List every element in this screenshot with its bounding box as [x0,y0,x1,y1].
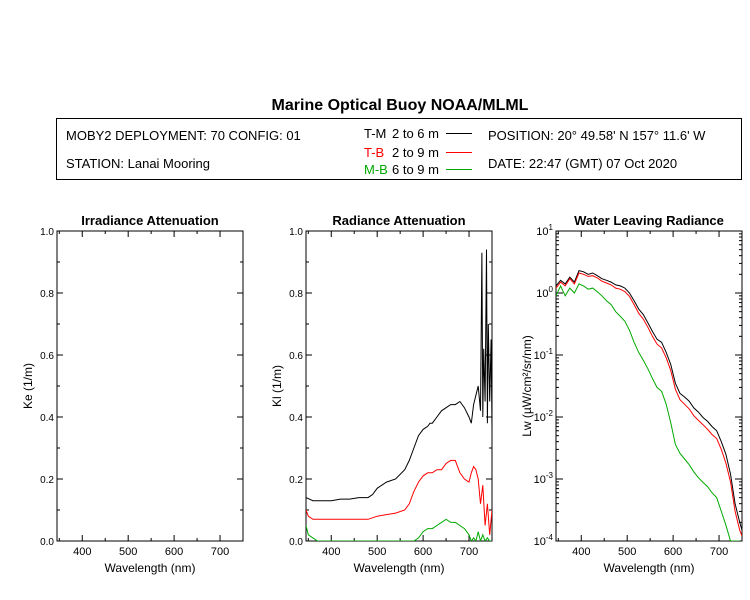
x-tick-label-1-600: 600 [414,546,432,558]
legend-code-tm: T-M [364,126,387,141]
y-tick-label-0-1: 0.2 [40,475,54,486]
x-axis-label-0: Wavelength (nm) [105,561,196,575]
deployment-text: MOBY2 DEPLOYMENT: 70 CONFIG: 01 [66,128,301,143]
legend-line-tm [446,133,472,134]
y-tick-label-0-5: 1.0 [40,227,54,238]
y-tick-label-0-0: 0.0 [40,537,54,548]
y-tick-label-1-4: 0.8 [289,289,303,300]
x-axis-label-1: Wavelength (nm) [354,561,445,575]
plot-frame-1 [305,230,493,542]
x-tick-label-0-500: 500 [119,546,137,558]
x-tick-label-1-700: 700 [460,546,478,558]
y-tick-label-1-2: 0.4 [289,413,303,424]
station-text: STATION: Lanai Mooring [66,156,211,171]
y-tick-label-2-0: 101 [536,223,553,238]
legend-code-mb: M-B [364,162,388,177]
x-tick-label-0-700: 700 [211,546,229,558]
date-text: DATE: 22:47 (GMT) 07 Oct 2020 [488,156,678,171]
y-tick-label-2-2: 10-1 [534,347,554,362]
x-tick-label-0-400: 400 [73,546,91,558]
series-line-1-2 [306,518,492,541]
y-tick-label-2-4: 10-3 [534,471,554,486]
plot-frame-0 [56,230,244,542]
y-tick-label-0-3: 0.6 [40,351,54,362]
chart-title-1: Radiance Attenuation [332,213,465,228]
chart-main-title: Marine Optical Buoy NOAA/MLML [271,97,529,114]
series-line-1-1 [306,459,492,535]
series-line-1-0 [306,249,492,502]
y-tick-label-1-3: 0.6 [289,351,303,362]
series-line-2-2 [556,283,740,541]
series-line-2-1 [556,272,742,537]
plot-frame-2 [555,230,743,542]
position-text: POSITION: 20° 49.58' N 157° 11.6' W [488,128,706,143]
legend-range-tm: 2 to 6 m [392,126,439,141]
y-axis-label-0: Ke (1/m) [21,363,35,409]
y-tick-label-2-3: 10-2 [534,409,554,424]
y-tick-label-1-1: 0.2 [289,475,303,486]
chart-title-0: Irradiance Attenuation [81,213,219,228]
info-box: MOBY2 DEPLOYMENT: 70 CONFIG: 01 STATION:… [56,118,742,180]
x-tick-label-1-500: 500 [368,546,386,558]
y-tick-label-0-4: 0.8 [40,289,54,300]
y-tick-label-2-1: 100 [536,285,553,300]
y-tick-label-1-5: 1.0 [289,227,303,238]
y-tick-label-2-5: 10-4 [534,533,554,548]
legend-line-tb [446,152,472,153]
legend-line-mb [446,169,472,170]
y-axis-label-1: Kl (1/m) [270,365,284,407]
x-tick-label-2-400: 400 [572,546,590,558]
y-axis-label-2: Lw (µW/cm²/sr/nm) [520,335,534,437]
y-tick-label-1-0: 0.0 [289,537,303,548]
x-tick-label-2-600: 600 [664,546,682,558]
x-axis-label-2: Wavelength (nm) [604,561,695,575]
x-tick-label-1-400: 400 [322,546,340,558]
legend-code-tb: T-B [364,145,385,160]
chart-title-2: Water Leaving Radiance [574,213,724,228]
legend-range-tb: 2 to 9 m [392,145,439,160]
legend-range-mb: 6 to 9 m [392,162,439,177]
series-line-2-0 [556,270,742,531]
y-tick-label-0-2: 0.4 [40,413,54,424]
x-tick-label-2-500: 500 [618,546,636,558]
x-tick-label-0-600: 600 [165,546,183,558]
x-tick-label-2-700: 700 [710,546,728,558]
